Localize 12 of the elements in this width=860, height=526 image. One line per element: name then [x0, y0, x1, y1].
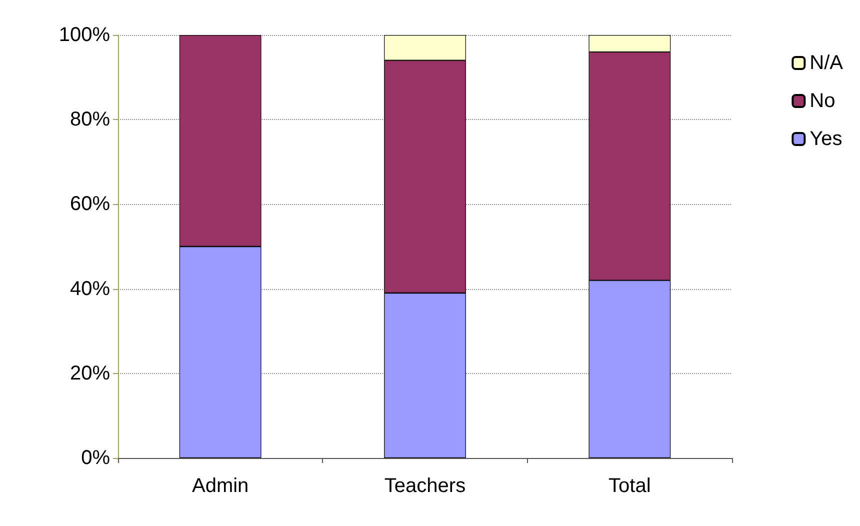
y-tick-label: 20%: [70, 362, 110, 384]
legend-label: Yes: [810, 128, 842, 150]
x-tick-label: Teachers: [384, 475, 466, 497]
legend-label: No: [810, 90, 836, 112]
y-tick-label: 0%: [81, 447, 110, 469]
legend-label: N/A: [810, 52, 844, 74]
y-tick-label: 60%: [70, 193, 110, 216]
y-tick-label: 40%: [70, 278, 110, 300]
y-tick-label: 80%: [70, 108, 110, 131]
y-tick-label: 100%: [58, 24, 110, 46]
x-tick-label: Total: [608, 475, 651, 497]
x-tick-label: Admin: [192, 475, 249, 497]
